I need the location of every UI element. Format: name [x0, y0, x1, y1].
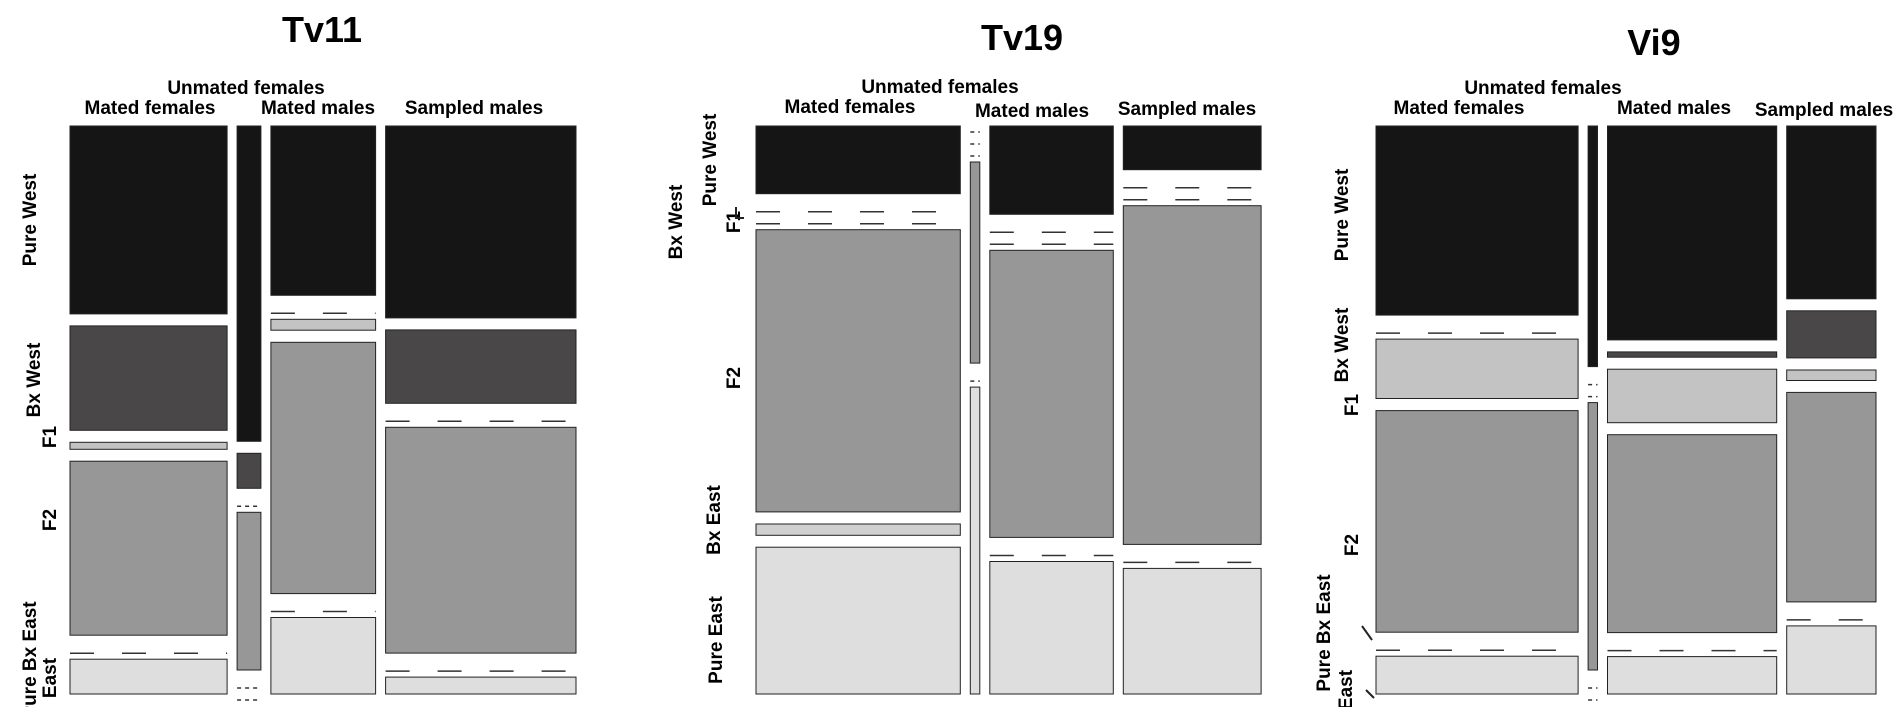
vi9-row-label-pure-bx-east: Pure Bx East: [1314, 574, 1335, 692]
tv19-header-mated-females: Mated females: [785, 97, 916, 118]
tile-tv19-mated-males-pure-east: [989, 561, 1114, 695]
tv19-row-label-bx-west: Bx West: [666, 184, 687, 259]
tile-vi9-mated-females-pure-west: [1375, 125, 1579, 316]
tile-tv19-unmated-females-pure-east: [969, 386, 981, 695]
vi9-row-label-pure-west: Pure West: [1332, 168, 1353, 261]
tile-tv11-sampled-males-bx-west: [385, 329, 577, 404]
tile-tv11-mated-males-pure-west: [270, 125, 377, 296]
tile-vi9-sampled-males-f1: [1786, 369, 1877, 381]
panel-title-tv11: Tv11: [282, 9, 362, 50]
tile-vi9-mated-females-f2: [1375, 410, 1579, 633]
tv19-header-mated-males: Mated males: [975, 101, 1089, 122]
tile-tv11-mated-females-pure-west: [69, 125, 228, 315]
tile-tv19-mated-females-pure-west: [755, 125, 961, 195]
tile-tv11-mated-males-f1: [270, 318, 377, 331]
tv19-row-label-pure-west: Pure West: [700, 113, 721, 206]
tv11-row-label-east: East: [40, 657, 61, 698]
tile-tv11-mated-males-f2: [270, 341, 377, 595]
vi9-row-label-east: East: [1336, 669, 1357, 707]
tile-vi9-sampled-males-f2: [1786, 391, 1877, 603]
vi9-row-label-f1: F1: [1342, 393, 1363, 416]
tile-tv11-unmated-females-bx-west: [236, 452, 262, 489]
tile-tv19-mated-males-pure-west: [989, 125, 1114, 215]
tv11-row-label-f2: F2: [40, 509, 61, 531]
tile-tv11-sampled-males-pure-west: [385, 125, 577, 319]
tile-tv11-sampled-males-pure-east: [385, 676, 577, 695]
vi9-row-label-bx-west: Bx West: [1332, 307, 1353, 382]
tv19-row-label-pure-east: Pure East: [706, 596, 727, 684]
tile-tv19-mated-females-f2: [755, 229, 961, 513]
vi9-header-mated-males: Mated males: [1617, 98, 1731, 119]
mosaic-tiles: [69, 125, 1877, 701]
tv19-header-unmated-females: Unmated females: [861, 77, 1018, 98]
vi9-header-unmated-females: Unmated females: [1464, 78, 1621, 99]
tile-vi9-mated-females-f1: [1375, 338, 1579, 400]
tile-vi9-unmated-females-f2: [1587, 402, 1598, 671]
tile-vi9-mated-males-f2: [1607, 434, 1778, 634]
vi9-header-mated-females: Mated females: [1394, 98, 1525, 119]
tile-vi9-mated-females-pure-east: [1375, 655, 1579, 695]
tv11-row-label-f1: F1: [40, 425, 61, 448]
tile-tv19-sampled-males-pure-east: [1122, 567, 1262, 695]
tile-vi9-sampled-males-pure-east: [1786, 625, 1877, 695]
tile-vi9-sampled-males-bx-west: [1786, 310, 1877, 359]
tile-vi9-sampled-males-pure-west: [1786, 125, 1877, 300]
tv11-row-label-pure: Pure West: [20, 173, 41, 266]
tile-tv19-sampled-males-pure-west: [1122, 125, 1262, 171]
tile-vi9-mated-males-f1: [1607, 368, 1778, 424]
tile-tv11-unmated-females-pure-west: [236, 125, 262, 442]
vi9-bx-east-arrow: [1361, 625, 1373, 641]
tile-tv19-unmated-females-f2: [969, 161, 981, 364]
tile-tv19-mated-females-pure-east: [755, 546, 961, 695]
tv19-row-label-bx-east: Bx East: [704, 484, 725, 554]
tile-tv11-mated-females-f2: [69, 460, 228, 636]
vi9-pure-east-arrow: [1365, 689, 1375, 699]
tile-vi9-unmated-females-pure-west: [1587, 125, 1598, 368]
vi9-row-label-f2: F2: [1342, 534, 1363, 556]
tv11-row-label-bx-west: Bx West: [24, 342, 45, 417]
tv19-row-label-f1: F1: [724, 210, 745, 233]
tile-tv11-mated-females-pure-east: [69, 658, 228, 695]
tile-vi9-mated-males-pure-west: [1607, 125, 1778, 341]
tv11-header-mated-males: Mated males: [261, 98, 375, 119]
tile-tv19-mated-males-f2: [989, 249, 1114, 538]
panel-title-tv19: Tv19: [981, 17, 1063, 58]
tv11-header-sampled-males: Sampled males: [405, 98, 543, 119]
tile-tv11-mated-females-bx-west: [69, 325, 228, 431]
tile-tv11-unmated-females-f2: [236, 511, 262, 671]
tile-tv11-mated-males-pure-east: [270, 617, 377, 695]
tile-tv11-mated-females-f1: [69, 441, 228, 450]
vi9-header-sampled-males: Sampled males: [1755, 100, 1893, 121]
tile-tv19-mated-females-bx-east: [755, 523, 961, 536]
tv19-row-label-f2: F2: [724, 367, 745, 389]
tv11-header-mated-females: Mated females: [85, 98, 216, 119]
tv11-header-unmated-females: Unmated females: [167, 78, 324, 99]
panel-title-vi9: Vi9: [1627, 22, 1680, 63]
tile-tv11-sampled-males-f2: [385, 426, 577, 654]
tile-vi9-mated-males-pure-east: [1607, 656, 1778, 695]
tv19-f1-arrow: [735, 207, 744, 219]
tile-tv19-sampled-males-f2: [1122, 205, 1262, 545]
tv11-row-label-pure-bx-east: Pure Bx East: [20, 601, 41, 707]
tile-vi9-mated-males-bx-west: [1607, 351, 1778, 358]
tv19-header-sampled-males: Sampled males: [1118, 99, 1256, 120]
